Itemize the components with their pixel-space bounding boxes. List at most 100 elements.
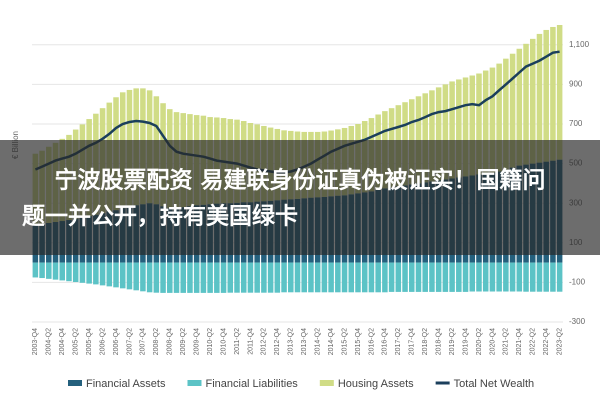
x-tick-label: 2011-Q4 bbox=[247, 328, 254, 355]
bar bbox=[301, 262, 307, 293]
bar bbox=[39, 262, 45, 279]
bar bbox=[240, 262, 247, 293]
bar bbox=[207, 262, 213, 293]
x-tick-label: 2020-Q2 bbox=[476, 328, 483, 355]
bar bbox=[503, 262, 509, 292]
bar bbox=[529, 38, 536, 164]
y-tick-label: -100 bbox=[569, 278, 586, 287]
x-tick-label: 2006-Q2 bbox=[99, 328, 106, 355]
x-tick-label: 2012-Q2 bbox=[261, 328, 268, 355]
x-tick-label: 2010-Q2 bbox=[207, 328, 214, 355]
bar bbox=[119, 262, 126, 289]
bar bbox=[449, 81, 455, 179]
x-tick-label: 2011-Q2 bbox=[234, 328, 241, 355]
bar bbox=[99, 262, 106, 286]
x-tick-label: 2017-Q2 bbox=[395, 328, 402, 355]
bar bbox=[476, 262, 482, 292]
x-tick-label: 2004-Q2 bbox=[46, 328, 53, 355]
x-tick-label: 2022-Q4 bbox=[543, 328, 550, 355]
bar bbox=[335, 262, 341, 293]
bar bbox=[536, 33, 543, 163]
bar bbox=[449, 262, 455, 292]
y-tick-label: 1,100 bbox=[569, 40, 590, 49]
x-tick-label: 2014-Q4 bbox=[328, 328, 335, 355]
x-tick-label: 2023-Q2 bbox=[556, 328, 563, 355]
legend-label: Financial Liabilities bbox=[205, 378, 298, 390]
bar bbox=[375, 262, 381, 293]
bar bbox=[247, 262, 254, 293]
x-tick-label: 2015-Q4 bbox=[355, 328, 362, 355]
x-tick-label: 2018-Q2 bbox=[422, 328, 429, 355]
bar bbox=[543, 29, 549, 162]
x-tick-label: 2018-Q4 bbox=[435, 328, 442, 355]
bar bbox=[314, 262, 321, 293]
legend-label: Total Net Wealth bbox=[454, 378, 535, 390]
y-tick-label: 700 bbox=[569, 119, 583, 128]
x-tick-label: 2017-Q4 bbox=[409, 328, 416, 355]
bar bbox=[227, 262, 234, 293]
bar bbox=[415, 262, 422, 292]
bar bbox=[126, 262, 133, 290]
bar bbox=[361, 262, 368, 293]
x-tick-label: 2008-Q4 bbox=[167, 328, 174, 355]
bar bbox=[482, 262, 489, 292]
bar bbox=[173, 262, 180, 293]
bar bbox=[462, 262, 469, 292]
bar bbox=[536, 262, 543, 292]
bar bbox=[469, 75, 476, 176]
bar bbox=[442, 262, 449, 292]
bar bbox=[496, 63, 502, 172]
bar bbox=[395, 262, 402, 292]
bar bbox=[32, 262, 39, 278]
bar bbox=[543, 262, 549, 292]
bar bbox=[556, 262, 563, 292]
bar bbox=[489, 67, 496, 173]
legend-key bbox=[68, 380, 82, 386]
bar bbox=[46, 262, 52, 279]
bar bbox=[281, 262, 287, 293]
bar bbox=[348, 262, 355, 293]
bar bbox=[529, 262, 536, 292]
bar bbox=[435, 87, 442, 181]
x-tick-label: 2019-Q2 bbox=[449, 328, 456, 355]
bar bbox=[160, 262, 166, 293]
bar bbox=[496, 262, 502, 292]
bar bbox=[435, 262, 442, 292]
bar bbox=[308, 262, 314, 293]
bar bbox=[489, 262, 496, 292]
x-tick-label: 2013-Q2 bbox=[288, 328, 295, 355]
x-tick-label: 2009-Q4 bbox=[194, 328, 201, 355]
x-tick-label: 2004-Q4 bbox=[59, 328, 66, 355]
bar bbox=[261, 262, 267, 293]
x-tick-label: 2007-Q4 bbox=[140, 328, 147, 355]
legend-key bbox=[319, 380, 334, 386]
legend-key bbox=[187, 380, 202, 386]
bar bbox=[140, 262, 146, 292]
bar bbox=[274, 262, 281, 293]
bar bbox=[234, 262, 240, 293]
x-tick-label: 2007-Q2 bbox=[126, 328, 133, 355]
bar bbox=[267, 262, 274, 293]
bar bbox=[456, 79, 462, 178]
bar bbox=[469, 262, 476, 292]
bar bbox=[556, 25, 563, 160]
x-tick-label: 2005-Q2 bbox=[73, 328, 80, 355]
bar bbox=[442, 84, 449, 180]
bar bbox=[429, 262, 435, 292]
bar bbox=[328, 262, 334, 293]
bar bbox=[422, 262, 428, 292]
bar bbox=[503, 58, 509, 170]
bar bbox=[321, 262, 328, 293]
bar bbox=[523, 43, 529, 165]
x-tick-label: 2016-Q4 bbox=[382, 328, 389, 355]
bar bbox=[254, 262, 260, 293]
bar bbox=[200, 262, 207, 293]
bar bbox=[516, 48, 523, 166]
y-tick-label: -300 bbox=[569, 317, 586, 326]
bar bbox=[52, 262, 59, 280]
x-tick-label: 2012-Q4 bbox=[274, 328, 281, 355]
bar bbox=[409, 262, 415, 292]
bar bbox=[220, 262, 227, 293]
bar bbox=[429, 90, 435, 182]
